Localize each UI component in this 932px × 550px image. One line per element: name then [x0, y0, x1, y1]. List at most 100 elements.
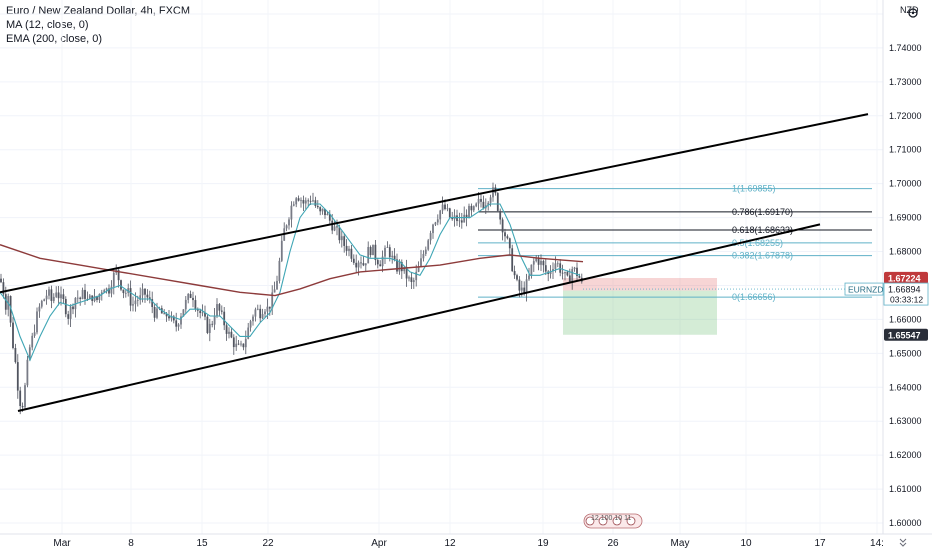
candle-body [84, 289, 86, 299]
candle-body [513, 271, 516, 276]
candle-body [516, 275, 518, 280]
x-tick-label: 26 [607, 538, 619, 549]
candle-body [218, 304, 221, 311]
candle-body [362, 263, 365, 266]
last-price-box [883, 282, 929, 306]
event-dot [598, 516, 608, 526]
candle-body [451, 217, 454, 220]
candle-body [496, 193, 499, 211]
candle-body [518, 279, 521, 291]
candle-body [211, 323, 214, 325]
candle-body [2, 282, 5, 295]
candle-body [549, 271, 552, 274]
x-tick-label: May [671, 538, 690, 549]
ema-line [0, 244, 584, 297]
candle-body [38, 306, 41, 312]
candle-body [343, 236, 346, 246]
candle-body [384, 247, 386, 257]
candle-body [52, 296, 55, 301]
candle-body [43, 299, 46, 301]
candle-body [350, 248, 353, 259]
candle-body [271, 292, 274, 309]
candle-body [578, 276, 581, 278]
candle-body [57, 292, 60, 299]
candle-body [304, 200, 307, 204]
candle-body [403, 266, 406, 272]
candle-body [542, 260, 545, 266]
candle-body [194, 300, 197, 310]
candle-body [314, 200, 317, 206]
gear-icon[interactable] [908, 8, 918, 18]
price-axis[interactable]: NZD 1.600001.610001.620001.630001.640001… [882, 0, 922, 534]
candle-body [412, 280, 415, 283]
candle-body [254, 309, 257, 317]
candle-body [434, 222, 437, 225]
candle-body [153, 307, 156, 318]
x-tick-label: Apr [371, 538, 387, 549]
candle-body [429, 233, 432, 241]
candle-body [189, 293, 192, 298]
candle-body [405, 266, 408, 279]
candle-body [62, 294, 65, 299]
candle-body [446, 208, 449, 210]
x-tick-label: 10 [740, 538, 752, 549]
candle-body [468, 205, 470, 218]
candle-body [76, 297, 79, 299]
time-axis[interactable]: Mar 8 15 22 Apr 12 19 26 May 10 17 14: [0, 533, 932, 549]
candle-body [86, 298, 89, 300]
candle-body [357, 262, 360, 268]
chevrons-icon[interactable] [899, 538, 907, 547]
candle-body [540, 260, 542, 265]
candle-body [108, 288, 110, 294]
candle-body [136, 300, 139, 301]
fib-label-0-618: 0.618(1.68633) [732, 225, 793, 235]
price-labels: 1.672241.668501.65547EURNZD1.6689403:33:… [583, 271, 929, 341]
candle-body [182, 309, 185, 317]
candle-body [235, 343, 238, 348]
candle-body [552, 269, 554, 272]
candle-body [470, 205, 473, 211]
candle-body [576, 267, 578, 277]
candle-body [324, 208, 326, 216]
candle-body [24, 385, 26, 408]
candle-body [232, 337, 235, 348]
candle-body [244, 338, 247, 348]
symbol-tag-label: EURNZD [848, 285, 883, 295]
candle-body [309, 200, 312, 202]
fib-label-0-786: 0.786(1.69170) [732, 207, 793, 217]
candle-body [307, 200, 310, 202]
candle-body [0, 278, 2, 283]
candle-body [386, 247, 389, 248]
candle-body [100, 292, 103, 294]
candle-body [482, 201, 485, 209]
candle-body [556, 263, 559, 265]
candle-body [355, 262, 358, 268]
fibonacci-retracement[interactable]: 1(1.69855) 0.786(1.69170) 0.618(1.68633) 0.… [478, 184, 872, 303]
candle-body [93, 296, 96, 301]
take-profit-zone [563, 290, 717, 335]
candle-body [19, 390, 22, 407]
countdown-timer: 03:33:12 [890, 295, 923, 305]
candle-body [117, 269, 120, 281]
candle-body [439, 210, 442, 220]
candle-body [312, 200, 314, 202]
candle-body [475, 203, 478, 207]
fib-label-0: 0(1.66656) [732, 292, 776, 302]
candle-body [206, 316, 209, 333]
candle-body [537, 257, 540, 265]
candle-body [561, 272, 564, 274]
candle-body [408, 277, 410, 279]
channel-lines[interactable] [0, 113, 869, 412]
candle-body [230, 331, 233, 338]
candle-body [144, 288, 146, 295]
ma-legend: MA (12, close, 0) [6, 19, 89, 31]
y-tick-label: 1.74000 [889, 43, 922, 53]
candle-body [376, 260, 379, 265]
candle-body [441, 204, 444, 211]
candle-body [504, 232, 506, 237]
last-price-value: 1.66894 [888, 285, 921, 295]
events-marker[interactable]: 12 100 10 11 [583, 513, 643, 529]
candle-body [520, 287, 523, 291]
candle-body [487, 202, 490, 206]
